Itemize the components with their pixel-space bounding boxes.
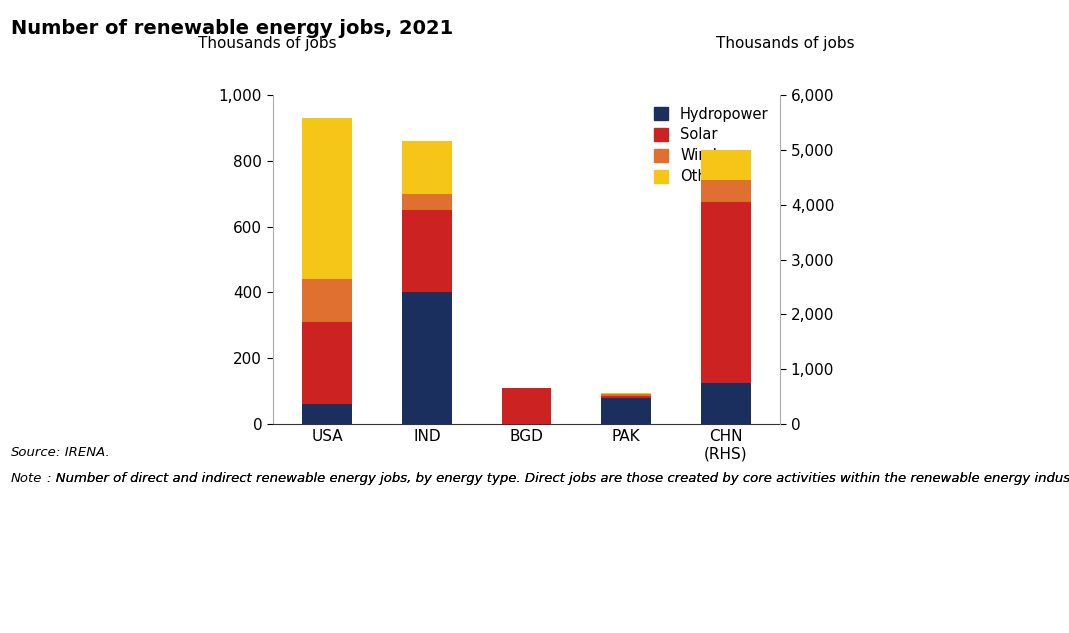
Bar [700,383,750,424]
Text: Source: Source [11,446,57,460]
Text: Thousands of jobs: Thousands of jobs [716,35,855,51]
Text: : Number of direct and indirect renewable energy jobs, by energy type. Direct jo: : Number of direct and indirect renewabl… [47,472,1069,485]
Text: Note: Note [11,472,42,485]
Bar [601,396,651,398]
Legend: Hydropower, Solar, Wind, Other: Hydropower, Solar, Wind, Other [650,103,773,189]
Bar [402,292,452,424]
Bar [601,393,651,394]
Bar [303,322,353,404]
Bar [402,141,452,194]
Text: Number of renewable energy jobs, 2021: Number of renewable energy jobs, 2021 [11,19,453,38]
Text: : IRENA.: : IRENA. [56,446,109,460]
Text: : Number of direct and indirect renewable energy jobs, by energy type. Direct jo: : Number of direct and indirect renewabl… [47,472,1069,485]
Bar [303,118,353,279]
Bar [700,150,750,180]
Bar [303,404,353,424]
Bar [402,210,452,292]
Bar [700,202,750,383]
Text: Thousands of jobs: Thousands of jobs [198,35,337,51]
Bar [700,180,750,202]
Bar [601,398,651,424]
Bar [501,388,552,424]
Bar [601,394,651,396]
Bar [402,194,452,210]
Bar [303,279,353,322]
